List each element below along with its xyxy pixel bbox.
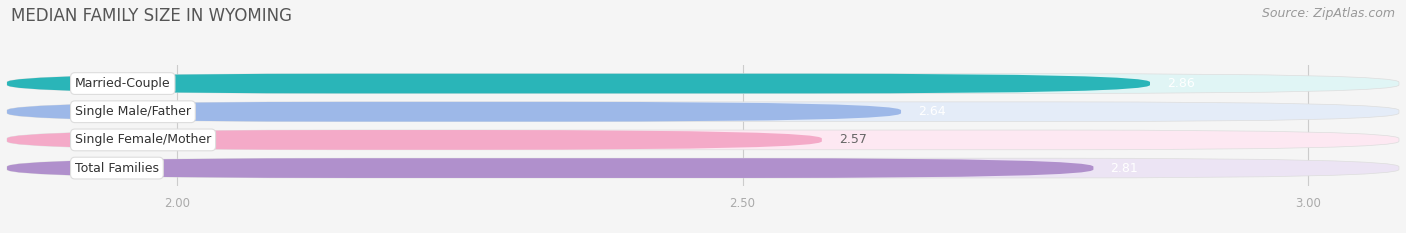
FancyBboxPatch shape	[7, 74, 1150, 93]
FancyBboxPatch shape	[7, 158, 1094, 178]
Text: 2.86: 2.86	[1167, 77, 1195, 90]
FancyBboxPatch shape	[7, 130, 823, 150]
Text: 2.57: 2.57	[839, 134, 866, 146]
FancyBboxPatch shape	[7, 102, 1399, 122]
FancyBboxPatch shape	[7, 158, 1399, 178]
FancyBboxPatch shape	[7, 130, 1399, 150]
Text: MEDIAN FAMILY SIZE IN WYOMING: MEDIAN FAMILY SIZE IN WYOMING	[11, 7, 292, 25]
Text: Married-Couple: Married-Couple	[75, 77, 170, 90]
Text: Single Male/Father: Single Male/Father	[75, 105, 191, 118]
Text: Total Families: Total Families	[75, 161, 159, 175]
Text: 2.81: 2.81	[1111, 161, 1137, 175]
Text: Single Female/Mother: Single Female/Mother	[75, 134, 211, 146]
Text: 2.64: 2.64	[918, 105, 946, 118]
FancyBboxPatch shape	[7, 74, 1399, 93]
FancyBboxPatch shape	[7, 102, 901, 122]
Text: Source: ZipAtlas.com: Source: ZipAtlas.com	[1261, 7, 1395, 20]
